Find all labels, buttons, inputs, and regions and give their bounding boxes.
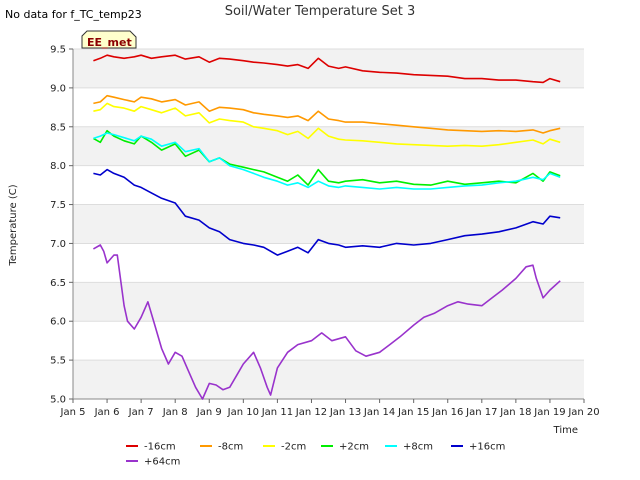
- legend-label: -16cm: [144, 442, 176, 453]
- x-tick-label: Jan 9: [196, 407, 222, 418]
- y-tick-label: 9.5: [50, 45, 66, 56]
- legend-item: -16cm: [126, 442, 176, 453]
- x-tick-label: Jan 6: [94, 407, 120, 418]
- y-tick-label: 8.5: [50, 122, 66, 133]
- legend-label: +64cm: [144, 457, 180, 468]
- y-ticks: 5.0 5.5 6.0 6.5 7.0 7.5 8.0 8.5 9.0 9.5: [50, 45, 73, 406]
- legend: -16cm -8cm -2cm +2cm +8cm +16cm +64cm: [126, 442, 505, 468]
- y-tick-label: 5.0: [50, 395, 66, 406]
- x-tick-label: Jan 10: [227, 407, 259, 418]
- series-line--2cm: [93, 102, 561, 147]
- y-tick-label: 9.0: [50, 83, 66, 94]
- x-axis-label: Time: [553, 425, 578, 436]
- ee-met-badge: EE_met: [81, 30, 137, 49]
- y-tick-label: 7.0: [50, 239, 66, 250]
- series-line--16cm: [93, 54, 561, 84]
- x-tick-label: Jan 7: [128, 407, 154, 418]
- grid-band: [73, 360, 584, 399]
- x-tick-label: Jan 18: [499, 407, 531, 418]
- grid-bands: [73, 48, 584, 400]
- x-tick-label: Jan 20: [567, 407, 599, 418]
- y-axis-label: Temperature (C): [8, 184, 19, 266]
- legend-item: +16cm: [451, 442, 505, 453]
- legend-label: +8cm: [403, 442, 433, 453]
- y-tick-label: 6.0: [50, 317, 66, 328]
- x-tick-label: Jan 13: [329, 407, 361, 418]
- grid-band: [73, 49, 584, 88]
- series-line-+64cm: [93, 244, 561, 400]
- legend-item: -2cm: [263, 442, 306, 453]
- series-line--8cm: [93, 94, 561, 134]
- legend-item: +2cm: [321, 442, 369, 453]
- grid-band: [73, 204, 584, 244]
- x-tick-label: Jan 8: [162, 407, 188, 418]
- x-tick-label: Jan 17: [465, 407, 497, 418]
- data-lines: [93, 54, 561, 400]
- series-line-+16cm: [93, 168, 561, 256]
- x-tick-label: Jan 19: [533, 407, 565, 418]
- series-line-+8cm: [93, 132, 561, 190]
- y-tick-label: 5.5: [50, 356, 66, 367]
- badge-label: EE_met: [87, 36, 132, 49]
- y-tick-label: 6.5: [50, 278, 66, 289]
- y-tick-label: 7.5: [50, 200, 66, 211]
- axes: [72, 49, 584, 400]
- grid-band: [73, 126, 584, 166]
- series-line-+2cm: [93, 129, 561, 186]
- x-tick-label: Jan 15: [397, 407, 429, 418]
- badge-shape: [81, 30, 137, 49]
- legend-item: +8cm: [385, 442, 433, 453]
- grid-band: [73, 282, 584, 322]
- no-data-note: No data for f_TC_temp23: [5, 8, 142, 21]
- y-tick-label: 8.0: [50, 161, 66, 172]
- chart-title: Soil/Water Temperature Set 3: [225, 4, 416, 19]
- legend-label: -2cm: [281, 442, 306, 453]
- x-ticks: Jan 5 Jan 6 Jan 7 Jan 8 Jan 9 Jan 10 Jan 11 Jan…: [60, 399, 600, 418]
- x-tick-label: Jan 14: [363, 407, 395, 418]
- x-tick-label: Jan 5: [60, 407, 86, 418]
- x-tick-label: Jan 16: [431, 407, 463, 418]
- legend-item: -8cm: [200, 442, 243, 453]
- x-tick-label: Jan 12: [295, 407, 327, 418]
- legend-item: +64cm: [126, 457, 180, 468]
- legend-label: +16cm: [469, 442, 505, 453]
- legend-label: -8cm: [218, 442, 243, 453]
- legend-label: +2cm: [339, 442, 369, 453]
- x-tick-label: Jan 11: [261, 407, 293, 418]
